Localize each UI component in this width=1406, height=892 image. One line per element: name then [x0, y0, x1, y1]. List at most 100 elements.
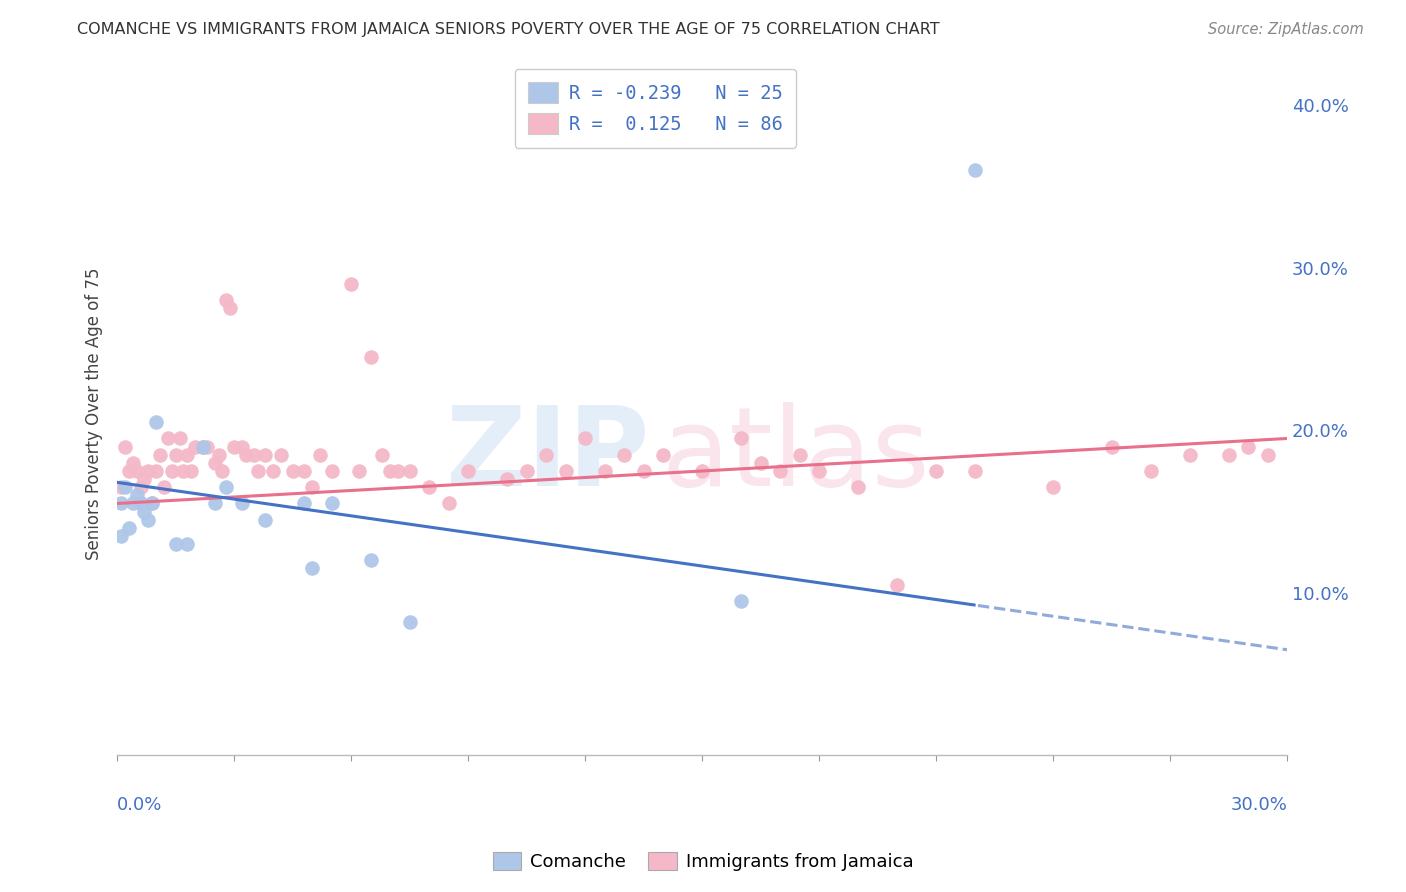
- Point: [110, 529, 132, 543]
- Point: [207, 448, 229, 462]
- Point: [231, 496, 253, 510]
- Point: [254, 448, 277, 462]
- Point: [184, 440, 207, 454]
- Text: 0.0%: 0.0%: [117, 797, 163, 814]
- Point: [301, 561, 323, 575]
- Point: [789, 448, 811, 462]
- Point: [437, 496, 460, 510]
- Point: [652, 448, 675, 462]
- Point: [418, 480, 440, 494]
- Point: [121, 456, 143, 470]
- Text: atlas: atlas: [661, 401, 929, 508]
- Point: [211, 464, 233, 478]
- Text: 30.0%: 30.0%: [1230, 797, 1286, 814]
- Point: [149, 448, 172, 462]
- Point: [138, 464, 160, 478]
- Point: [204, 456, 226, 470]
- Point: [153, 480, 176, 494]
- Point: [633, 464, 655, 478]
- Point: [169, 432, 191, 446]
- Point: [360, 350, 382, 364]
- Y-axis label: Seniors Poverty Over the Age of 75: Seniors Poverty Over the Age of 75: [86, 268, 103, 560]
- Point: [1139, 464, 1161, 478]
- Point: [1101, 440, 1123, 454]
- Point: [231, 440, 253, 454]
- Point: [129, 496, 152, 510]
- Point: [534, 448, 557, 462]
- Point: [160, 464, 183, 478]
- Point: [340, 277, 363, 292]
- Point: [769, 464, 792, 478]
- Point: [165, 448, 187, 462]
- Point: [886, 578, 908, 592]
- Point: [114, 480, 136, 494]
- Point: [141, 496, 163, 510]
- Point: [593, 464, 616, 478]
- Text: ZIP: ZIP: [446, 401, 650, 508]
- Point: [321, 496, 343, 510]
- Point: [125, 488, 148, 502]
- Point: [749, 456, 772, 470]
- Point: [191, 440, 214, 454]
- Point: [219, 301, 242, 316]
- Point: [309, 448, 332, 462]
- Point: [496, 472, 519, 486]
- Point: [176, 537, 198, 551]
- Point: [118, 464, 141, 478]
- Point: [224, 440, 246, 454]
- Point: [457, 464, 479, 478]
- Point: [215, 480, 238, 494]
- Point: [254, 513, 277, 527]
- Point: [292, 464, 315, 478]
- Point: [846, 480, 869, 494]
- Point: [281, 464, 304, 478]
- Point: [1237, 440, 1260, 454]
- Point: [134, 472, 156, 486]
- Point: [134, 505, 156, 519]
- Point: [129, 480, 152, 494]
- Point: [180, 464, 202, 478]
- Point: [262, 464, 284, 478]
- Point: [121, 496, 143, 510]
- Point: [347, 464, 370, 478]
- Text: Source: ZipAtlas.com: Source: ZipAtlas.com: [1208, 22, 1364, 37]
- Point: [215, 293, 238, 308]
- Point: [141, 496, 163, 510]
- Point: [110, 480, 132, 494]
- Point: [172, 464, 194, 478]
- Point: [110, 496, 132, 510]
- Point: [730, 432, 752, 446]
- Point: [965, 464, 987, 478]
- Point: [246, 464, 269, 478]
- Point: [195, 440, 218, 454]
- Point: [808, 464, 831, 478]
- Point: [270, 448, 292, 462]
- Point: [378, 464, 401, 478]
- Point: [387, 464, 409, 478]
- Point: [301, 480, 323, 494]
- Point: [242, 448, 264, 462]
- Point: [191, 440, 214, 454]
- Point: [613, 448, 636, 462]
- Point: [176, 448, 198, 462]
- Point: [1257, 448, 1279, 462]
- Point: [321, 464, 343, 478]
- Point: [925, 464, 948, 478]
- Point: [360, 553, 382, 567]
- Point: [554, 464, 576, 478]
- Point: [125, 464, 148, 478]
- Point: [1042, 480, 1064, 494]
- Point: [371, 448, 394, 462]
- Point: [965, 163, 987, 178]
- Point: [114, 440, 136, 454]
- Point: [156, 432, 179, 446]
- Point: [574, 432, 596, 446]
- Point: [138, 513, 160, 527]
- Point: [690, 464, 713, 478]
- Point: [1218, 448, 1240, 462]
- Legend: Comanche, Immigrants from Jamaica: Comanche, Immigrants from Jamaica: [485, 845, 921, 879]
- Point: [398, 615, 420, 629]
- Point: [145, 464, 167, 478]
- Text: COMANCHE VS IMMIGRANTS FROM JAMAICA SENIORS POVERTY OVER THE AGE OF 75 CORRELATI: COMANCHE VS IMMIGRANTS FROM JAMAICA SENI…: [77, 22, 941, 37]
- Point: [516, 464, 538, 478]
